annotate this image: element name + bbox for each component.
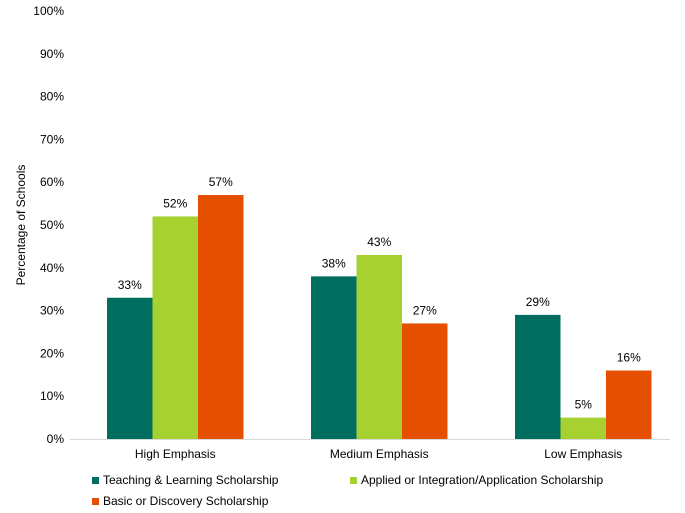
legend-item-basic: Basic or Discovery Scholarship	[92, 494, 268, 508]
bar	[560, 417, 606, 439]
y-tick-label: 10%	[40, 389, 64, 403]
legend-label-basic: Basic or Discovery Scholarship	[103, 494, 269, 508]
y-tick-label: 20%	[40, 346, 64, 360]
legend-label-applied: Applied or Integration/Application Schol…	[361, 473, 604, 487]
bar-value-label: 27%	[413, 303, 437, 317]
y-tick-label: 60%	[40, 175, 64, 189]
bar	[107, 297, 153, 439]
x-category-label: High Emphasis	[135, 447, 216, 461]
y-tick-label: 70%	[40, 132, 64, 146]
y-tick-label: 30%	[40, 304, 64, 318]
bar-value-label: 5%	[575, 398, 593, 412]
legend-label-teaching: Teaching & Learning Scholarship	[103, 473, 279, 487]
bar-value-label: 52%	[163, 196, 187, 210]
y-axis-label: Percentage of Schools	[14, 165, 28, 286]
y-axis-ticks: 0% 10% 20% 30% 40% 50% 60% 70% 80% 90% 100%	[33, 4, 64, 446]
y-tick-label: 80%	[40, 90, 64, 104]
bar	[606, 370, 652, 439]
x-category-label: Medium Emphasis	[330, 447, 429, 461]
bar	[515, 314, 561, 439]
legend-swatch-teaching	[92, 476, 99, 484]
legend-item-teaching: Teaching & Learning Scholarship	[92, 473, 278, 487]
y-tick-label: 40%	[40, 261, 64, 275]
x-axis-categories: High Emphasis Medium Emphasis Low Emphasis	[135, 447, 622, 461]
bar-value-label: 29%	[526, 295, 550, 309]
legend-swatch-applied	[350, 476, 357, 484]
bar-value-label: 43%	[367, 235, 391, 249]
bar	[356, 254, 402, 439]
bar	[152, 216, 198, 439]
bar-value-label: 38%	[322, 256, 346, 270]
bar	[402, 323, 448, 439]
bar	[311, 276, 357, 439]
y-tick-label: 0%	[47, 432, 65, 446]
y-tick-label: 100%	[33, 4, 64, 18]
bars-group: 33% 52% 57% 38% 43% 27% 29% 5% 16%	[107, 175, 652, 439]
bar-value-label: 33%	[118, 278, 142, 292]
bar-value-label: 16%	[617, 351, 641, 365]
y-tick-label: 50%	[40, 218, 64, 232]
bar-value-label: 57%	[209, 175, 233, 189]
legend-item-applied: Applied or Integration/Application Schol…	[350, 473, 603, 487]
legend-swatch-basic	[92, 497, 99, 505]
y-tick-label: 90%	[40, 47, 64, 61]
x-category-label: Low Emphasis	[544, 447, 622, 461]
bar	[198, 195, 244, 439]
